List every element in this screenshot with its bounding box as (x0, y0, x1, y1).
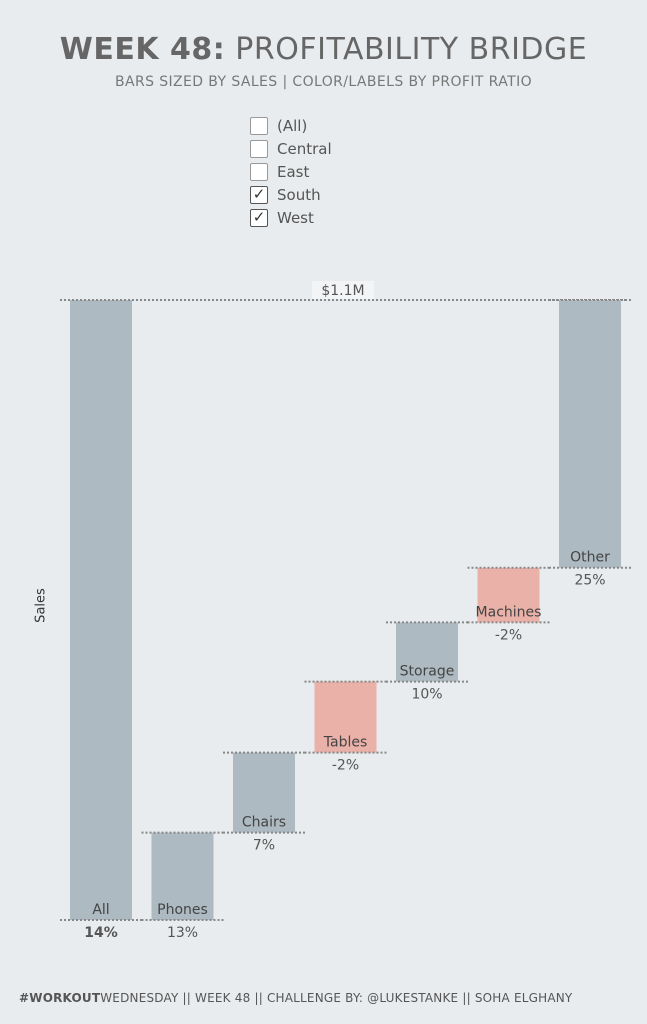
footer-hashtag: #WORKOUT (19, 991, 101, 1005)
filter-option-central[interactable]: Central (250, 137, 332, 160)
filter-label-central: Central (277, 139, 332, 158)
checkbox-central[interactable] (250, 139, 268, 158)
profit-ratio-label-other: 25% (574, 573, 605, 589)
filter-option-west[interactable]: ✓ West (250, 206, 332, 229)
bar-storage (396, 622, 458, 682)
category-label-phones: Phones (157, 902, 208, 918)
filter-label-west: West (277, 208, 314, 227)
bar-other (559, 300, 621, 568)
profit-ratio-label-tables: -2% (332, 758, 359, 774)
profit-ratio-label-machines: -2% (495, 627, 522, 643)
category-label-storage: Storage (400, 664, 455, 680)
bar-tables (314, 681, 377, 753)
filter-label-south: South (277, 185, 321, 204)
total-label: $1.1M (321, 283, 364, 299)
waterfall-chart: $1.1M All 14% Phones 13% Chairs 7% Tables -2% Sto… (60, 281, 631, 941)
profit-ratio-label-storage: 10% (411, 687, 442, 703)
filter-label-all: (All) (277, 116, 308, 135)
bar-machines (477, 567, 540, 623)
profit-ratio-label-chairs: 7% (253, 838, 275, 854)
footer-text: WEDNESDAY || WEEK 48 || CHALLENGE BY: @L… (100, 991, 573, 1005)
bar-chairs (233, 752, 295, 833)
category-label-machines: Machines (476, 604, 542, 620)
checkbox-west[interactable]: ✓ (250, 208, 268, 227)
filter-option-south[interactable]: ✓ South (250, 183, 332, 206)
filter-option-all[interactable]: (All) (250, 114, 332, 137)
category-label-all: All (92, 902, 109, 918)
category-label-tables: Tables (323, 735, 368, 751)
footer-credits: #WORKOUTWEDNESDAY || WEEK 48 || CHALLENG… (19, 991, 572, 1005)
checkbox-all[interactable] (250, 116, 268, 135)
bar-phones (151, 832, 214, 920)
page-subtitle: BARS SIZED BY SALES | COLOR/LABELS BY PR… (114, 74, 533, 90)
filter-option-east[interactable]: East (250, 160, 332, 183)
profit-ratio-label-all: 14% (84, 925, 118, 941)
bar-all (70, 300, 132, 920)
page-title: WEEK 48: PROFITABILITY BRIDGE (0, 32, 647, 67)
category-label-other: Other (570, 550, 610, 566)
region-filter: (All) Central East ✓ South ✓ West (250, 114, 332, 229)
checkbox-south[interactable]: ✓ (250, 185, 268, 204)
title-text: PROFITABILITY BRIDGE (225, 32, 588, 67)
checkbox-east[interactable] (250, 162, 268, 181)
filter-label-east: East (277, 162, 310, 181)
category-label-chairs: Chairs (242, 815, 286, 831)
profit-ratio-label-phones: 13% (167, 925, 198, 941)
total-label-bg (312, 281, 374, 299)
title-week: WEEK 48: (59, 32, 226, 67)
